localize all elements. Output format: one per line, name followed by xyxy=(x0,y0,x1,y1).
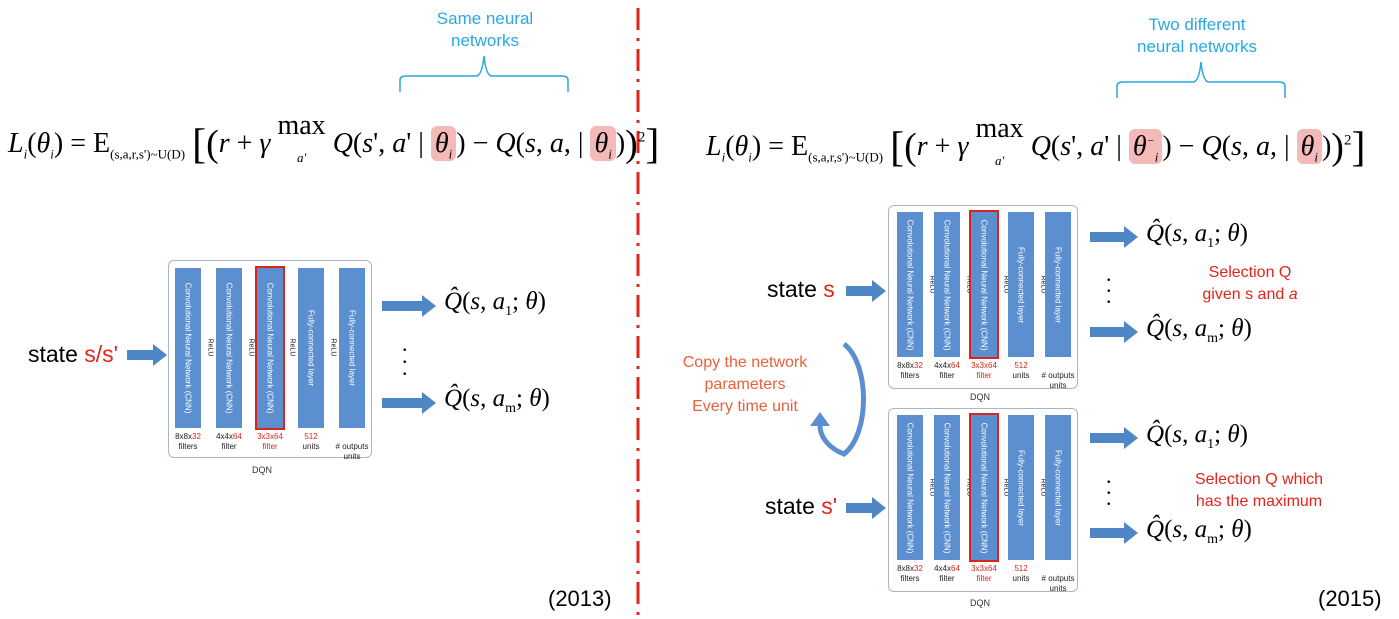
relu-label: ReLU xyxy=(247,338,255,357)
dqn-layer-bar: Convolutional Neural Network (CNN) xyxy=(897,415,923,560)
relu-label: ReLU xyxy=(329,338,337,357)
dqn-layer-bar: Convolutional Neural Network (CNN) xyxy=(934,212,960,357)
q-output-a1: Q̂(s, a1; θ) xyxy=(444,288,546,319)
dqn-layer-caption: 8x8x32 filters xyxy=(897,361,923,380)
dqn-layer-bar: Convolutional Neural Network (CNN) xyxy=(175,268,201,428)
dqn-layer-bar: Fully-connected layer xyxy=(1008,212,1034,357)
dqn-layer-name: Fully-connected layer xyxy=(306,309,316,387)
dqn-layer-name: Convolutional Neural Network (CNN) xyxy=(265,282,275,414)
dqn-layer-bar: Convolutional Neural Network (CNN) xyxy=(969,210,999,359)
dqn-layer-name: Fully-connected layer xyxy=(347,309,357,387)
input-arrow xyxy=(846,280,886,302)
dqn-layer-caption: 3x3x64 filter xyxy=(971,564,997,583)
ellipsis: ... xyxy=(402,331,408,380)
dqn-layer-name: Fully-connected layer xyxy=(1053,449,1063,526)
year-label: (2013) xyxy=(548,586,612,611)
dqn-layer-name: Convolutional Neural Network (CNN) xyxy=(905,422,915,553)
input-arrow xyxy=(127,344,167,366)
loss-formula: Li(θi) = E(s,a,r,s')~U(D) [(r + γ max a' … xyxy=(706,113,1366,171)
output-arrow xyxy=(1090,226,1138,248)
dqn-layer-caption: 512 units xyxy=(1012,564,1030,583)
dqn-layer-bar: Convolutional Neural Network (CNN) xyxy=(934,415,960,560)
divider-line xyxy=(636,8,640,615)
dqn-layer-name: Convolutional Neural Network (CNN) xyxy=(942,219,952,350)
output-arrow xyxy=(1090,522,1138,544)
dqn-layer-caption: 512 units xyxy=(1012,361,1030,380)
selection-note-online: Selection Q given s and a xyxy=(1202,264,1298,303)
relu-label: ReLU xyxy=(288,338,296,357)
dqn-layer-name: Convolutional Neural Network (CNN) xyxy=(942,422,952,553)
output-arrow xyxy=(382,392,436,414)
dqn-label: DQN xyxy=(252,465,272,475)
dqn-layer-name: Convolutional Neural Network (CNN) xyxy=(224,282,234,414)
dqn-layer-caption: 8x8x32 filters xyxy=(175,432,201,451)
dqn-layer-caption: 3x3x64 filter xyxy=(257,432,283,451)
state-input-label: state s' xyxy=(765,493,838,519)
dqn-layer-caption: # outputs units xyxy=(335,442,369,461)
selection-note-target: Selection Q which has the maximum xyxy=(1194,471,1324,510)
dqn-layer-bar: Fully-connected layer xyxy=(339,268,365,428)
q-output-a1: Q̂(s, a1; θ) xyxy=(1146,421,1248,452)
loss-formula: Li(θi) = E(s,a,r,s')~U(D) [(r + γ max a' … xyxy=(8,110,660,168)
annotation-brace xyxy=(1116,61,1286,98)
dqn-layer-caption: 512 units xyxy=(302,432,320,451)
copy-cycle-arrow xyxy=(810,342,866,457)
output-arrow xyxy=(1090,427,1138,449)
year-label: (2015) xyxy=(1318,586,1382,611)
dqn-layer-bar: Convolutional Neural Network (CNN) xyxy=(255,266,285,430)
state-input-label: state s/s' xyxy=(28,341,119,367)
annotation-different-networks: Two different neural networks xyxy=(1136,15,1257,56)
dqn-layer-name: Convolutional Neural Network (CNN) xyxy=(979,422,989,553)
dqn-layer-caption: 4x4x64 filter xyxy=(216,432,242,451)
dqn-layer-name: Fully-connected layer xyxy=(1016,449,1026,526)
dqn-layer-name: Fully-connected layer xyxy=(1016,246,1026,323)
input-arrow xyxy=(846,497,886,519)
dqn-layer-bar: Fully-connected layer xyxy=(1045,212,1071,357)
q-output-a1: Q̂(s, a1; θ) xyxy=(1146,220,1248,251)
dqn-layer-caption: 4x4x64 filter xyxy=(934,361,960,380)
state-input-label: state s xyxy=(767,276,835,302)
annotation-brace xyxy=(399,55,569,92)
dqn-layer-bar: Fully-connected layer xyxy=(1045,415,1071,560)
output-arrow xyxy=(382,295,436,317)
dqn-layer-name: Convolutional Neural Network (CNN) xyxy=(979,219,989,350)
dqn-layer-caption: # outputs units xyxy=(1041,371,1075,390)
q-output-am: Q̂(s, am; θ) xyxy=(1146,315,1252,346)
dqn-layer-bar: Convolutional Neural Network (CNN) xyxy=(969,413,999,562)
dqn-layer-name: Convolutional Neural Network (CNN) xyxy=(905,219,915,350)
relu-label: ReLU xyxy=(206,338,214,357)
q-output-am: Q̂(s, am; θ) xyxy=(444,385,550,416)
dqn-layer-caption: 8x8x32 filters xyxy=(897,564,923,583)
dqn-layer-bar: Convolutional Neural Network (CNN) xyxy=(216,268,242,428)
dqn-layer-bar: Fully-connected layer xyxy=(1008,415,1034,560)
copy-parameters-note: Copy the network parameters Every time uni… xyxy=(682,354,808,415)
dqn-layer-caption: 4x4x64 filter xyxy=(934,564,960,583)
dqn-layer-caption: # outputs units xyxy=(1041,574,1075,593)
annotation-same-networks: Same neural networks xyxy=(436,9,534,50)
dqn-layer-name: Fully-connected layer xyxy=(1053,246,1063,323)
dqn-layer-name: Convolutional Neural Network (CNN) xyxy=(183,282,193,414)
dqn-layer-bar: Convolutional Neural Network (CNN) xyxy=(897,212,923,357)
dqn-layer-bar: Fully-connected layer xyxy=(298,268,324,428)
dqn-label: DQN xyxy=(970,598,990,608)
ellipsis: ... xyxy=(1106,261,1112,308)
q-output-am: Q̂(s, am; θ) xyxy=(1146,516,1252,547)
dqn-layer-caption: 3x3x64 filter xyxy=(971,361,997,380)
ellipsis: ... xyxy=(1106,463,1112,510)
output-arrow xyxy=(1090,321,1138,343)
dqn-label: DQN xyxy=(970,392,990,402)
